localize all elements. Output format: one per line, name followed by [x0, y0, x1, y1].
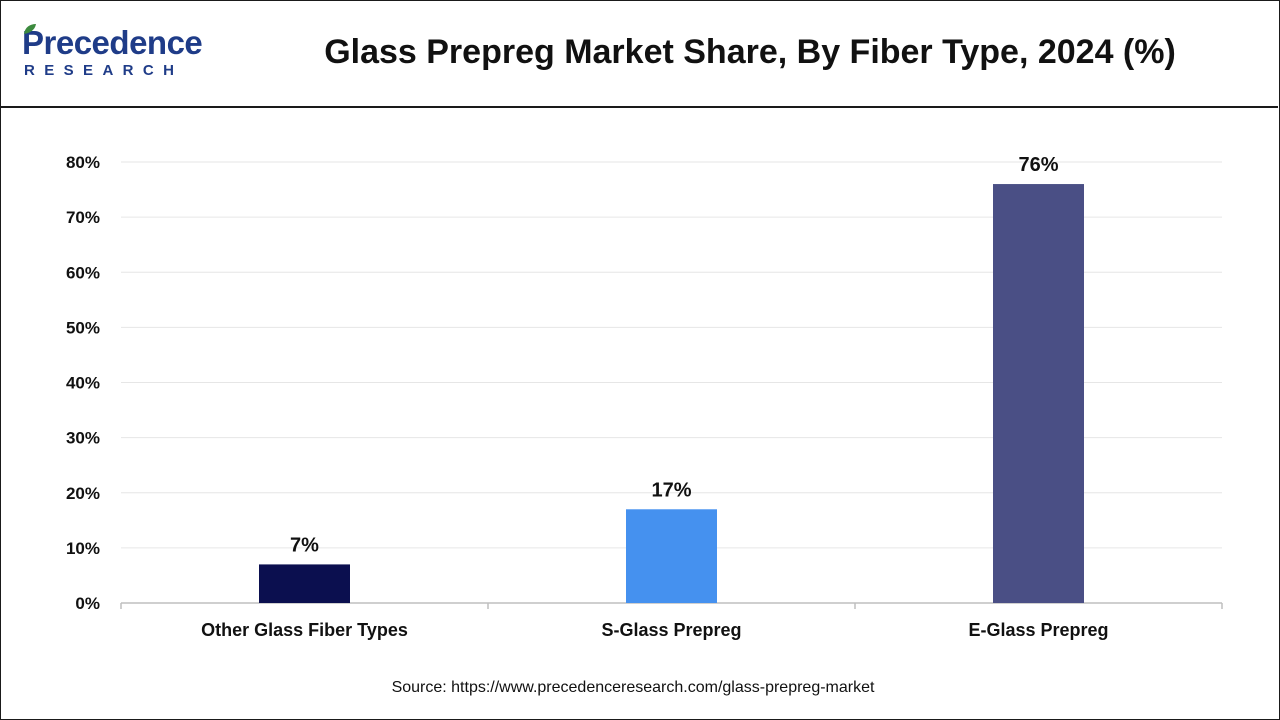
- chart-title: Glass Prepreg Market Share, By Fiber Typ…: [324, 33, 1176, 71]
- y-tick-label: 60%: [66, 263, 100, 282]
- leaf-icon: [24, 24, 36, 34]
- logo-wordmark: Precedence: [22, 24, 203, 61]
- y-tick-label: 30%: [66, 429, 100, 448]
- brand-logo: Precedence RESEARCH: [22, 24, 222, 82]
- bar: [993, 184, 1084, 604]
- y-tick-label: 0%: [75, 594, 100, 613]
- y-tick-label: 20%: [66, 484, 100, 503]
- bar: [626, 509, 717, 603]
- bar: [259, 564, 350, 603]
- x-tick-label: S-Glass Prepreg: [601, 620, 741, 640]
- logo-subtitle: RESEARCH: [24, 62, 184, 79]
- x-tick-label: Other Glass Fiber Types: [201, 620, 408, 640]
- y-tick-label: 40%: [66, 374, 100, 393]
- y-tick-label: 50%: [66, 318, 100, 337]
- source-note: Source: https://www.precedenceresearch.c…: [391, 679, 875, 696]
- header: Precedence RESEARCH Glass Prepreg Market…: [0, 0, 1278, 108]
- x-tick-label: E-Glass Prepreg: [968, 620, 1108, 640]
- data-label: 17%: [651, 479, 691, 501]
- y-tick-label: 80%: [66, 153, 100, 172]
- data-label: 7%: [290, 534, 319, 556]
- y-tick-label: 70%: [66, 208, 100, 227]
- y-tick-label: 10%: [66, 539, 100, 558]
- data-label: 76%: [1018, 154, 1058, 176]
